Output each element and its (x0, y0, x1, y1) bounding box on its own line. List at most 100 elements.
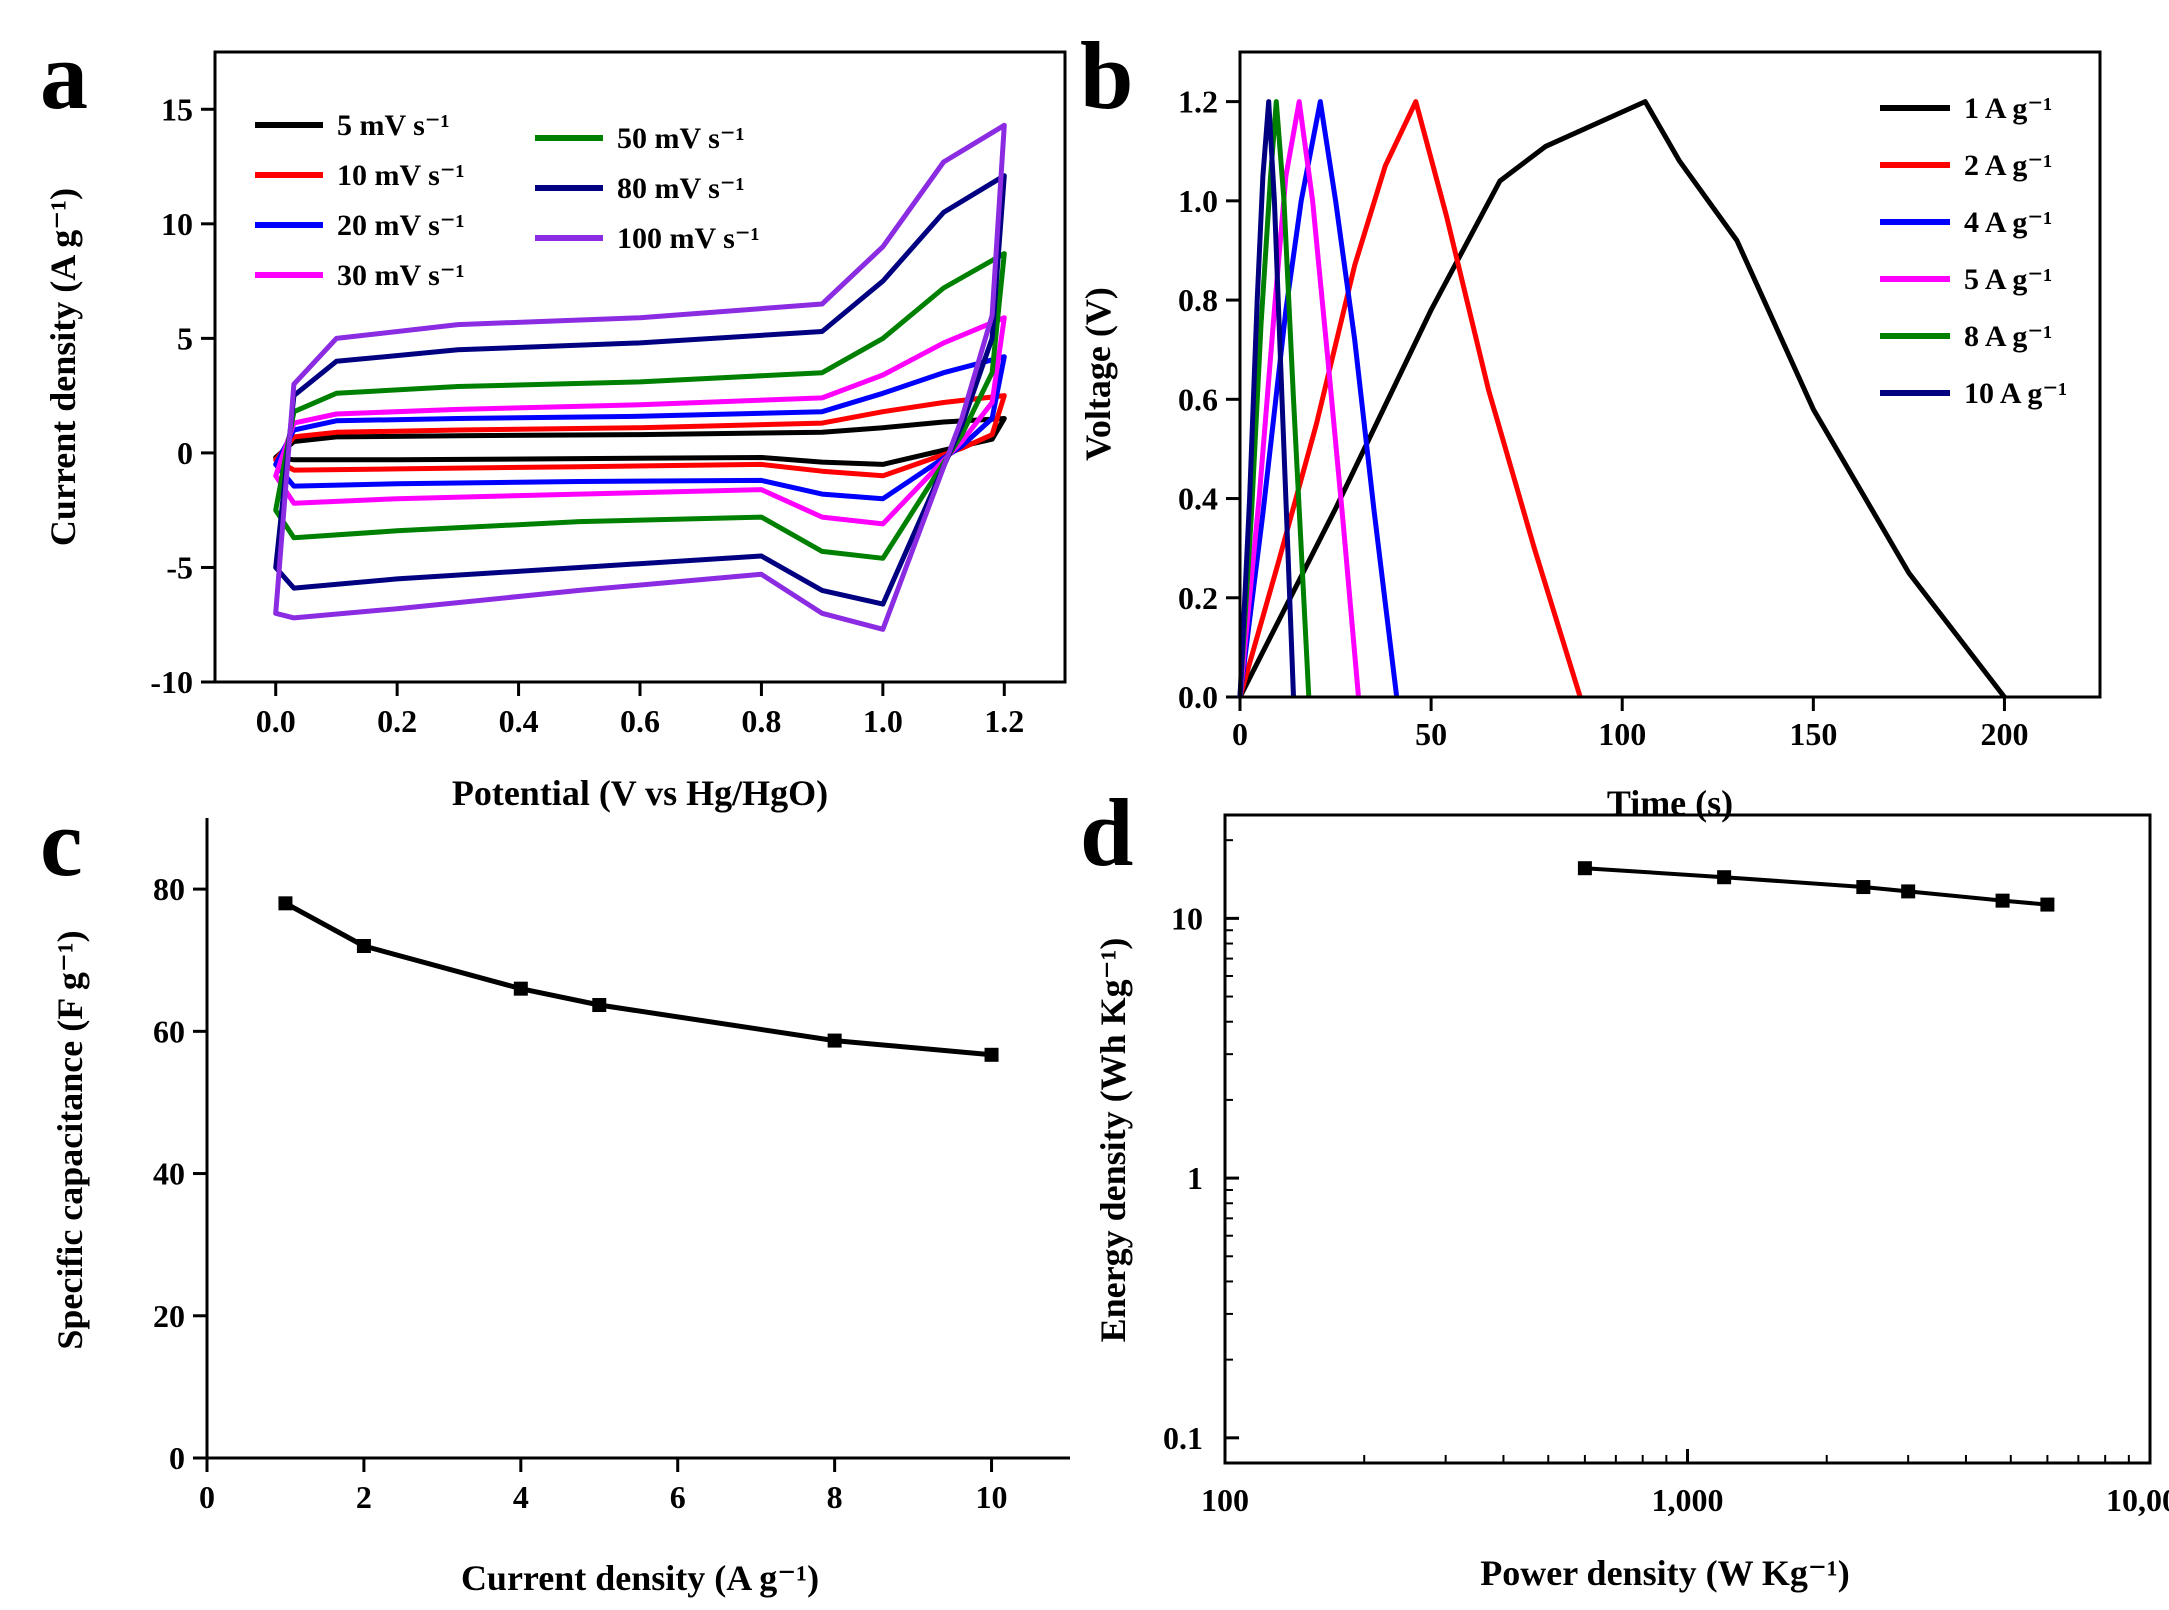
x-tick-label: 1.0 (863, 703, 903, 739)
y-tick-label: 40 (153, 1156, 185, 1192)
c-axis-lines (205, 818, 1070, 1460)
x-tick-label: 1,000 (1652, 1482, 1724, 1518)
b-x-axis: 0 50 100 150 200 (1232, 697, 2028, 752)
data-point (827, 1033, 842, 1048)
x-tick-label: 0.6 (620, 703, 660, 739)
y-tick-label: 0 (169, 1440, 185, 1476)
y-tick-label: 80 (153, 871, 185, 907)
data-point (356, 939, 371, 953)
y-tick-label: 5 (177, 320, 193, 356)
c-y-axis: 0 20 40 60 80 (153, 871, 207, 1476)
a-legend: 5 mV s⁻¹ 10 mV s⁻¹ 20 mV s⁻¹ 30 mV s⁻¹ 50 mV… (255, 109, 760, 292)
y-tick-label: 60 (153, 1013, 185, 1049)
data-point (1856, 880, 1871, 895)
panel-d-ragone-chart: d 0.1 1 10 100 1,000 10,000 Power density (W… (1080, 779, 2169, 1593)
b-y-axis-label: Voltage (V) (1078, 287, 1118, 461)
x-tick-label: 0 (1232, 716, 1248, 752)
cv-loop-series-6 (273, 122, 1007, 632)
y-tick-label: -5 (166, 549, 193, 585)
x-tick-label: 200 (1980, 716, 2028, 752)
panel-label-b: b (1080, 22, 1133, 129)
data-point (1717, 870, 1732, 885)
cv-loop-series-1 (273, 393, 1007, 479)
a-plot-frame (213, 50, 1067, 684)
b-x-axis-label: Time (s) (1607, 783, 1733, 823)
x-tick-label: 0.4 (499, 703, 539, 739)
gcd-curve-series-0 (1237, 99, 2007, 699)
y-tick-label: 10 (1171, 900, 1203, 936)
x-tick-label: 10,000 (2106, 1482, 2169, 1518)
d-y-axis: 0.1 1 10 (1163, 839, 1239, 1456)
y-tick-label: 15 (161, 91, 193, 127)
data-point (592, 998, 607, 1013)
y-tick-label: 0.0 (1178, 679, 1218, 715)
x-tick-label: 100 (1201, 1482, 1249, 1518)
y-tick-label: 10 (161, 206, 193, 242)
b-legend: 1 A g⁻¹ 2 A g⁻¹ 4 A g⁻¹ 5 A g⁻¹ 8 A g⁻¹ 10 A … (1880, 92, 2067, 410)
x-tick-label: 6 (670, 1479, 686, 1515)
y-tick-label: 0.4 (1178, 481, 1218, 517)
b-series-lines (1237, 99, 2007, 699)
cv-loop-series-2 (273, 354, 1007, 502)
a-y-axis: -10 -5 0 5 10 15 (150, 91, 215, 700)
capacitance-line (284, 901, 992, 1058)
legend-label: 4 A g⁻¹ (1964, 206, 2052, 239)
panel-b-gcd-chart: b 0.0 0.2 0.4 0.6 0.8 1.0 1.2 0 50 100 150 200 1 A… (1078, 22, 2102, 823)
y-tick-label: 1.0 (1178, 183, 1218, 219)
panel-label-c: c (40, 789, 83, 896)
c-x-axis-label: Current density (A g⁻¹) (461, 1558, 819, 1598)
x-tick-label: 50 (1415, 716, 1447, 752)
x-tick-label: 0.0 (256, 703, 296, 739)
c-x-axis: 0 2 4 6 8 10 (199, 1458, 1008, 1515)
gcd-curve-series-2 (1237, 99, 1400, 698)
cv-loop-series-0 (273, 416, 1007, 467)
x-tick-label: 150 (1789, 716, 1837, 752)
panel-c-capacitance-chart: c 0 20 40 60 80 0 2 4 6 8 10 Current density (A g… (40, 789, 1070, 1598)
data-point (984, 1047, 999, 1062)
panel-a-cv-chart: a -10 -5 0 5 10 15 0.0 0.2 0.4 0.6 0.8 1.0 1.2 5 mV… (40, 22, 1067, 813)
x-tick-label: 100 (1598, 716, 1646, 752)
gcd-curve-series-3 (1237, 99, 1361, 698)
data-point (1901, 884, 1916, 899)
c-series-line (278, 896, 999, 1062)
legend-label: 2 A g⁻¹ (1964, 149, 2052, 182)
d-series-line (1577, 861, 2055, 912)
legend-label: 20 mV s⁻¹ (337, 209, 465, 242)
b-plot-frame (1238, 50, 2102, 699)
x-tick-label: 4 (513, 1479, 529, 1515)
a-y-axis-label: Current density (A g⁻¹) (43, 188, 83, 546)
d-plot-frame (1223, 813, 2152, 1465)
x-tick-label: 0.8 (741, 703, 781, 739)
data-point (513, 981, 528, 996)
cv-loop-series-3 (273, 315, 1007, 527)
legend-label: 50 mV s⁻¹ (617, 122, 745, 155)
y-tick-label: 1 (1187, 1160, 1203, 1196)
cv-loop-series-4 (273, 251, 1007, 561)
x-tick-label: 2 (356, 1479, 372, 1515)
legend-label: 30 mV s⁻¹ (337, 259, 465, 292)
data-point (2040, 897, 2055, 912)
x-tick-label: 10 (976, 1479, 1008, 1515)
gcd-curve-series-4 (1237, 99, 1312, 698)
data-point (1577, 861, 1592, 876)
data-point (278, 896, 293, 911)
legend-label: 1 A g⁻¹ (1964, 92, 2052, 125)
legend-label: 100 mV s⁻¹ (617, 222, 760, 255)
y-tick-label: 1.2 (1178, 84, 1218, 120)
data-point (1995, 893, 2010, 908)
a-x-axis: 0.0 0.2 0.4 0.6 0.8 1.0 1.2 (256, 682, 1024, 739)
y-tick-label: 0.1 (1163, 1420, 1203, 1456)
x-tick-label: 0 (199, 1479, 215, 1515)
d-y-axis-label: Energy density (Wh Kg⁻¹) (1093, 938, 1133, 1343)
x-tick-label: 1.2 (984, 703, 1024, 739)
ragone-line (1584, 866, 2048, 907)
legend-label: 5 mV s⁻¹ (337, 109, 450, 142)
panel-label-d: d (1080, 779, 1133, 886)
x-tick-label: 8 (827, 1479, 843, 1515)
d-x-axis-label: Power density (W Kg⁻¹) (1480, 1553, 1849, 1593)
y-tick-label: 0.8 (1178, 282, 1218, 318)
gcd-curve-series-5 (1237, 99, 1296, 698)
legend-label: 10 mV s⁻¹ (337, 159, 465, 192)
y-tick-label: 0 (177, 435, 193, 471)
